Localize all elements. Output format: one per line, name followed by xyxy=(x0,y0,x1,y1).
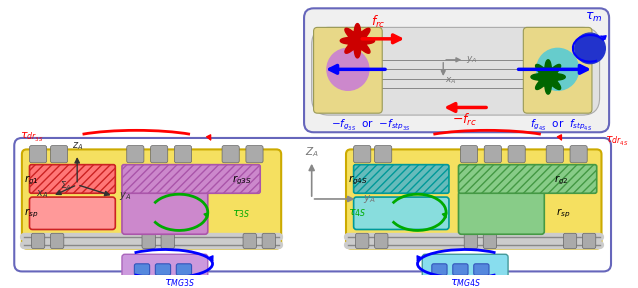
FancyBboxPatch shape xyxy=(346,149,602,249)
FancyBboxPatch shape xyxy=(353,165,449,193)
FancyBboxPatch shape xyxy=(29,165,115,193)
FancyBboxPatch shape xyxy=(355,233,369,249)
FancyBboxPatch shape xyxy=(353,197,449,230)
Text: $-f_{g_{3S}}$  or  $-f_{stp_{3S}}$: $-f_{g_{3S}}$ or $-f_{stp_{3S}}$ xyxy=(331,117,411,132)
FancyBboxPatch shape xyxy=(246,146,263,163)
FancyBboxPatch shape xyxy=(375,233,388,249)
FancyBboxPatch shape xyxy=(474,264,489,275)
Text: $y_A$: $y_A$ xyxy=(466,54,478,65)
FancyBboxPatch shape xyxy=(122,191,208,234)
FancyBboxPatch shape xyxy=(483,233,496,249)
FancyBboxPatch shape xyxy=(459,191,544,234)
Text: $\tau_{dr_{3S}}$: $\tau_{dr_{3S}}$ xyxy=(20,131,43,145)
Text: $\tau_{4S}$: $\tau_{4S}$ xyxy=(348,207,366,219)
FancyBboxPatch shape xyxy=(459,165,597,193)
FancyBboxPatch shape xyxy=(461,146,478,163)
Text: $\Sigma_A$: $\Sigma_A$ xyxy=(60,179,71,192)
FancyBboxPatch shape xyxy=(174,146,191,163)
FancyBboxPatch shape xyxy=(262,233,276,249)
FancyBboxPatch shape xyxy=(135,264,150,275)
FancyBboxPatch shape xyxy=(31,233,45,249)
Text: $\tau_{MG4S}$: $\tau_{MG4S}$ xyxy=(450,277,480,288)
Text: $r_{g4S}$: $r_{g4S}$ xyxy=(348,173,367,187)
FancyBboxPatch shape xyxy=(176,264,191,275)
Text: $z_A$: $z_A$ xyxy=(71,141,83,152)
FancyBboxPatch shape xyxy=(29,146,47,163)
FancyBboxPatch shape xyxy=(22,149,281,249)
Text: $\tau_m$: $\tau_m$ xyxy=(585,11,602,24)
Text: $y_A$: $y_A$ xyxy=(119,190,131,202)
FancyBboxPatch shape xyxy=(453,264,468,275)
FancyBboxPatch shape xyxy=(582,233,596,249)
Text: $x_A$: $x_A$ xyxy=(36,188,48,200)
Polygon shape xyxy=(340,24,375,58)
FancyBboxPatch shape xyxy=(563,233,577,249)
FancyBboxPatch shape xyxy=(570,146,587,163)
Text: $Z_A$: $Z_A$ xyxy=(305,145,318,159)
FancyBboxPatch shape xyxy=(155,264,170,275)
FancyBboxPatch shape xyxy=(353,146,371,163)
FancyBboxPatch shape xyxy=(122,165,260,193)
FancyBboxPatch shape xyxy=(314,27,382,113)
FancyBboxPatch shape xyxy=(432,264,447,275)
FancyBboxPatch shape xyxy=(127,146,144,163)
FancyBboxPatch shape xyxy=(122,254,208,281)
FancyBboxPatch shape xyxy=(14,138,611,271)
Text: $f_{rc}$: $f_{rc}$ xyxy=(371,14,386,30)
FancyBboxPatch shape xyxy=(161,233,174,249)
Circle shape xyxy=(327,48,369,90)
FancyBboxPatch shape xyxy=(243,233,256,249)
FancyBboxPatch shape xyxy=(312,27,600,115)
FancyBboxPatch shape xyxy=(523,27,592,113)
FancyBboxPatch shape xyxy=(375,146,392,163)
FancyBboxPatch shape xyxy=(508,146,525,163)
FancyBboxPatch shape xyxy=(151,146,168,163)
Text: $\tau_{dr_{4S}}$: $\tau_{dr_{4S}}$ xyxy=(605,135,629,148)
FancyBboxPatch shape xyxy=(222,146,239,163)
Text: $r_{g2}$: $r_{g2}$ xyxy=(554,173,568,187)
FancyBboxPatch shape xyxy=(422,254,508,281)
FancyBboxPatch shape xyxy=(464,233,478,249)
Text: $r_{sp}$: $r_{sp}$ xyxy=(556,206,570,220)
FancyBboxPatch shape xyxy=(142,233,155,249)
FancyBboxPatch shape xyxy=(50,146,68,163)
Text: $r_{g3S}$: $r_{g3S}$ xyxy=(232,173,251,187)
FancyBboxPatch shape xyxy=(50,233,64,249)
FancyBboxPatch shape xyxy=(546,146,563,163)
Circle shape xyxy=(537,48,579,90)
FancyBboxPatch shape xyxy=(304,8,609,132)
Circle shape xyxy=(575,33,605,64)
Text: $r_{sp}$: $r_{sp}$ xyxy=(24,206,38,220)
Polygon shape xyxy=(531,60,565,94)
Text: $f_{g_{4S}}$  or  $f_{stp_{4S}}$: $f_{g_{4S}}$ or $f_{stp_{4S}}$ xyxy=(530,117,593,132)
Text: $\tau_{3S}$: $\tau_{3S}$ xyxy=(232,208,250,220)
Text: $-f_{rc}$: $-f_{rc}$ xyxy=(452,112,477,128)
Text: $y_A$: $y_A$ xyxy=(363,193,376,205)
Text: $\tau_{MG3S}$: $\tau_{MG3S}$ xyxy=(163,277,195,288)
FancyBboxPatch shape xyxy=(484,146,501,163)
Text: $r_{g1}$: $r_{g1}$ xyxy=(24,173,39,187)
Text: $x_A$: $x_A$ xyxy=(445,76,457,86)
FancyBboxPatch shape xyxy=(29,197,115,230)
